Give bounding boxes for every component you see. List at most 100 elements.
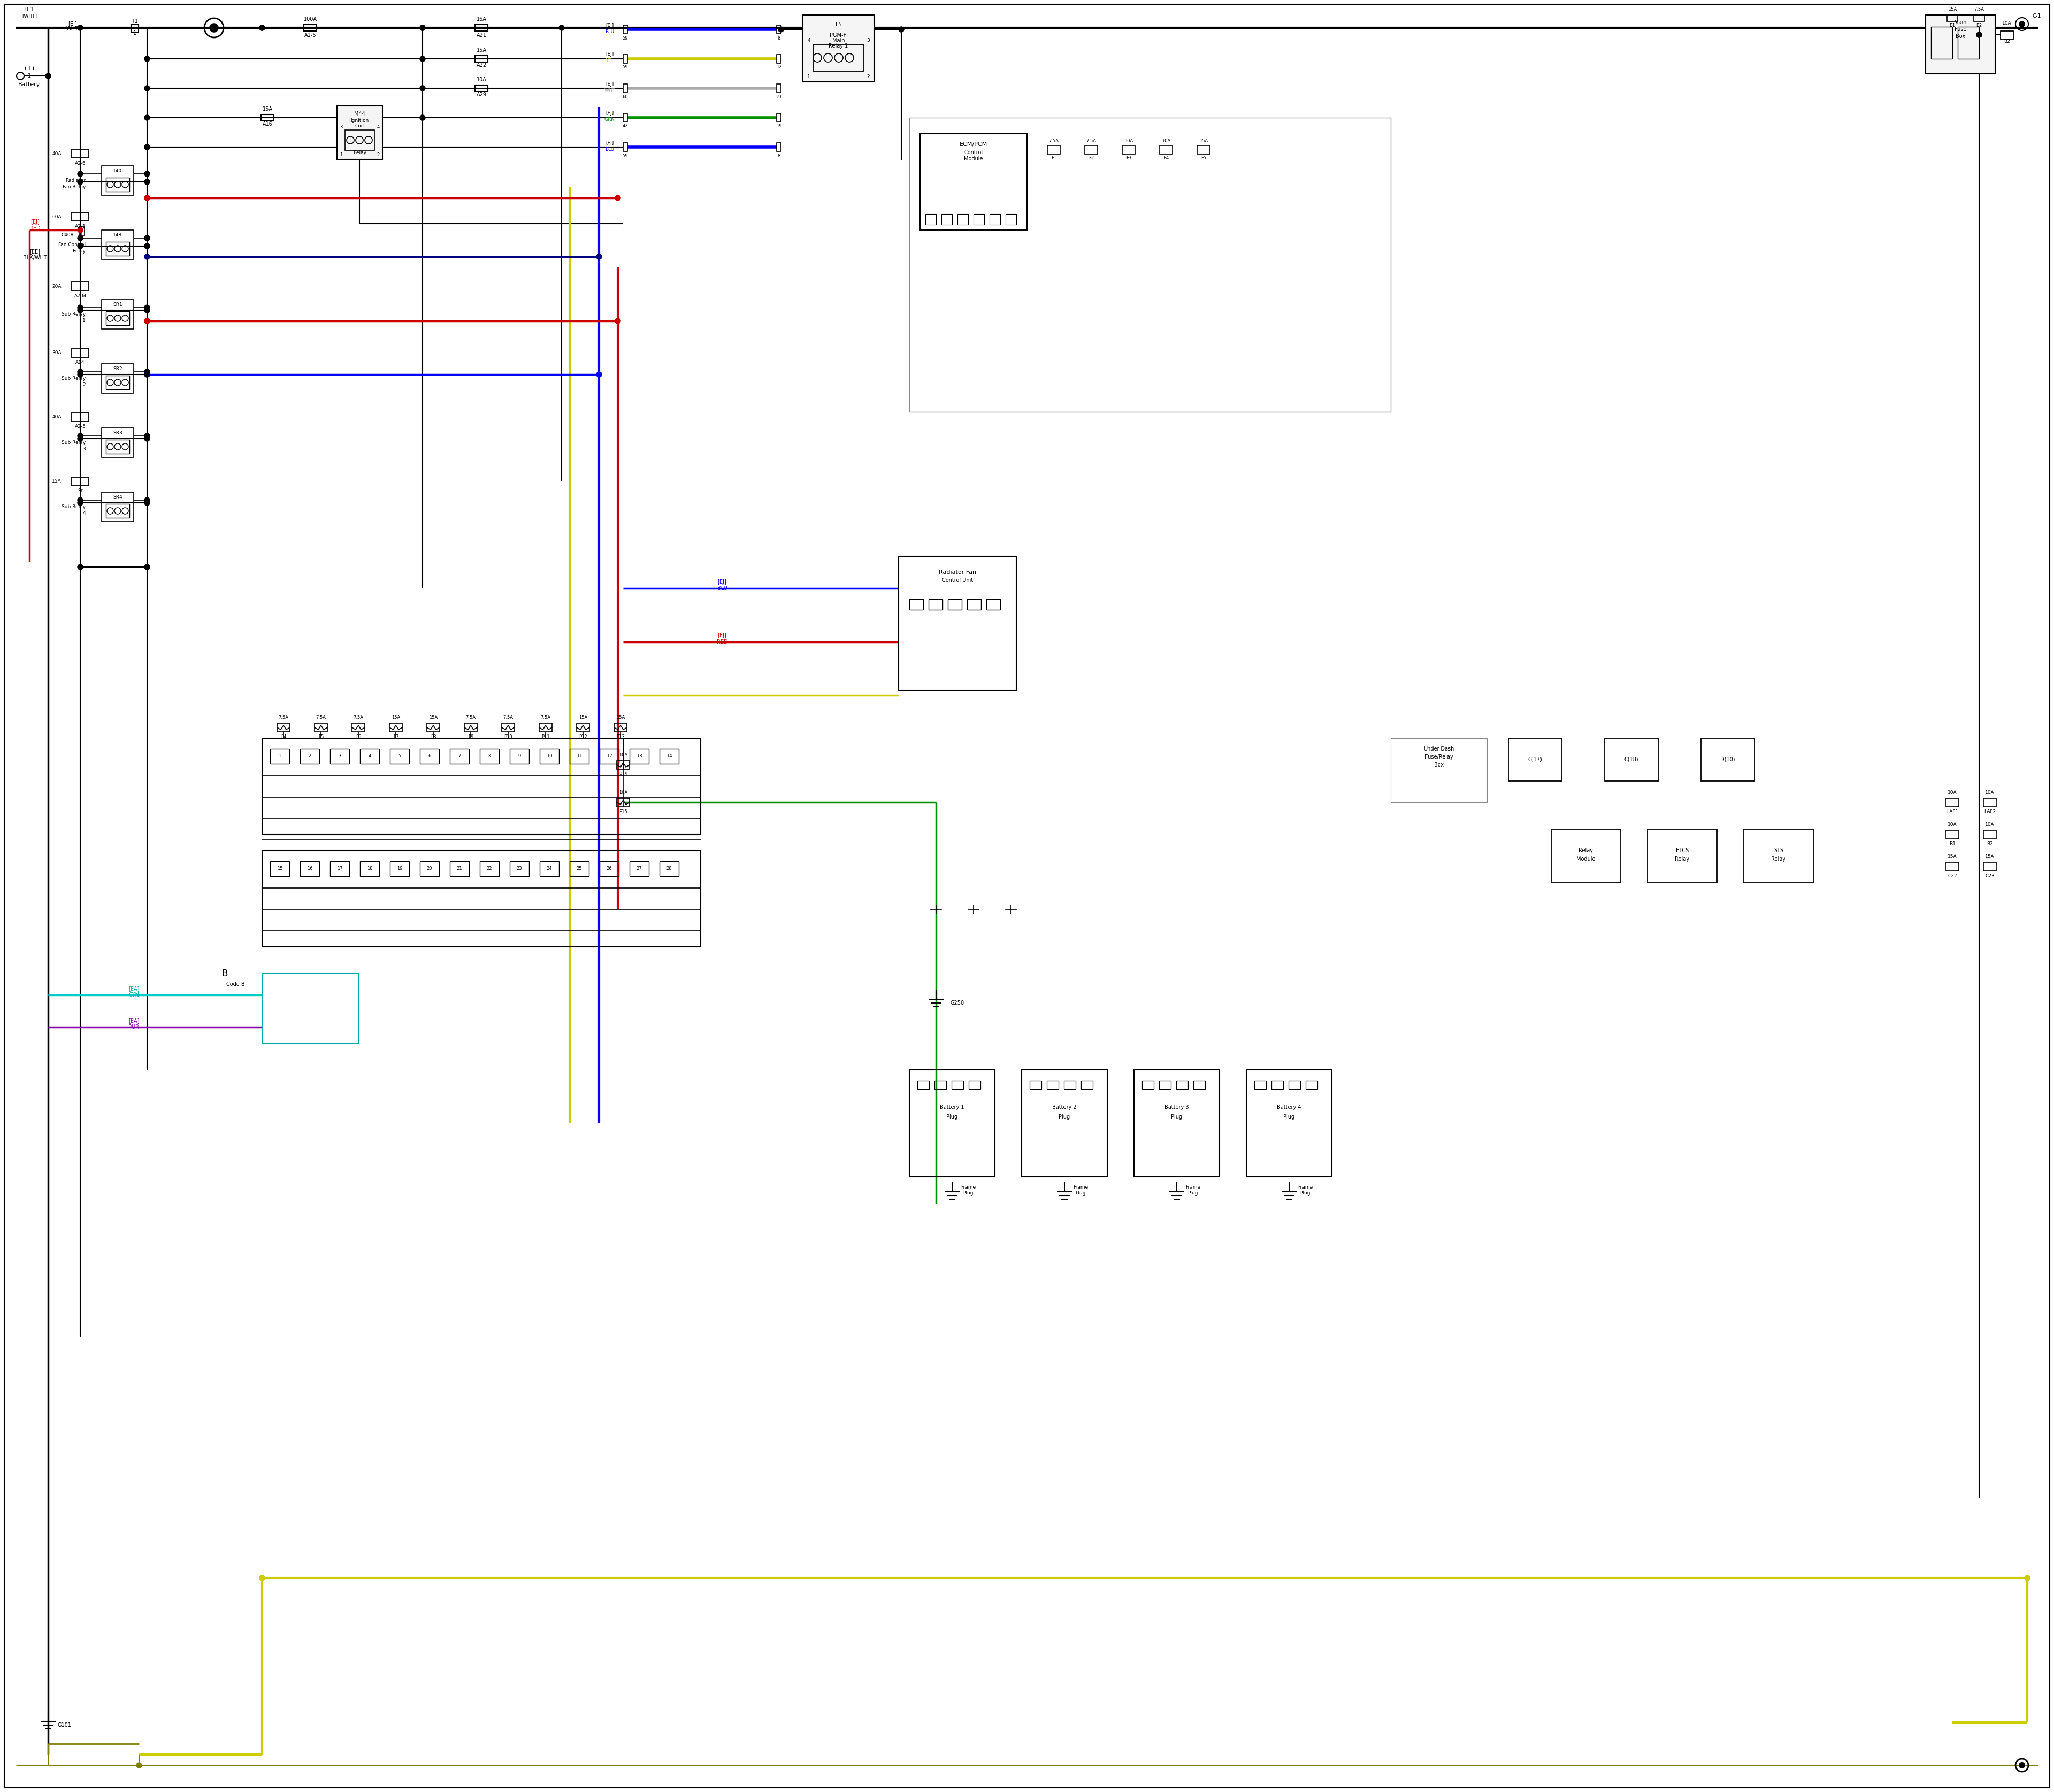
Bar: [501, 724, 516, 731]
Bar: [622, 54, 626, 63]
Text: 7.5A: 7.5A: [279, 715, 288, 720]
Circle shape: [78, 498, 82, 504]
Text: 7.5A: 7.5A: [540, 715, 550, 720]
Text: BLU: BLU: [606, 29, 614, 34]
Bar: [1306, 1081, 1317, 1090]
Text: 10A: 10A: [1947, 790, 1957, 796]
Text: Plug: Plug: [947, 1115, 957, 1120]
Bar: [390, 862, 409, 876]
Text: [EE]: [EE]: [29, 249, 41, 254]
Text: 23: 23: [516, 866, 522, 871]
Text: Battery 4: Battery 4: [1278, 1104, 1302, 1109]
Circle shape: [614, 319, 620, 324]
Bar: [481, 749, 499, 763]
Bar: [1957, 27, 1980, 59]
Text: Frame
Plug: Frame Plug: [961, 1185, 976, 1195]
Text: 7.5A: 7.5A: [1050, 138, 1058, 143]
Bar: [1391, 738, 1487, 803]
Bar: [1984, 862, 1996, 871]
Text: G101: G101: [58, 1722, 72, 1727]
Text: 15A: 15A: [1200, 138, 1208, 143]
Text: G250: G250: [951, 1000, 965, 1005]
Bar: [1945, 830, 1960, 839]
Text: Plug: Plug: [1284, 1115, 1294, 1120]
Bar: [951, 1081, 963, 1090]
Text: 4: 4: [376, 125, 380, 129]
Text: Radiator Fan: Radiator Fan: [939, 570, 976, 575]
Text: 15A: 15A: [1947, 7, 1957, 13]
Text: 2: 2: [867, 73, 869, 79]
Bar: [1197, 145, 1210, 154]
Text: 7.5A: 7.5A: [503, 715, 514, 720]
Text: P13: P13: [616, 735, 624, 740]
Text: 28: 28: [665, 866, 672, 871]
Text: 17: 17: [337, 866, 343, 871]
Bar: [920, 134, 1027, 229]
Text: BLK/WHT: BLK/WHT: [23, 254, 47, 260]
Bar: [631, 749, 649, 763]
Circle shape: [144, 371, 150, 376]
Circle shape: [144, 305, 150, 310]
Circle shape: [144, 235, 150, 240]
Bar: [427, 724, 440, 731]
Text: 13: 13: [637, 754, 643, 758]
Bar: [1945, 797, 1960, 806]
Text: B2: B2: [2005, 39, 2011, 45]
Circle shape: [144, 115, 150, 120]
Circle shape: [144, 435, 150, 441]
Text: F1: F1: [1052, 156, 1056, 161]
Circle shape: [596, 254, 602, 260]
Bar: [107, 376, 129, 389]
Text: 42: 42: [622, 124, 629, 129]
Text: 14: 14: [665, 754, 672, 758]
Bar: [1255, 1081, 1265, 1090]
Text: 60A: 60A: [51, 215, 62, 219]
Bar: [351, 724, 366, 731]
Text: 22: 22: [487, 866, 493, 871]
Bar: [450, 862, 468, 876]
Circle shape: [259, 25, 265, 30]
Bar: [1006, 213, 1017, 224]
Text: Frame
Plug: Frame Plug: [1298, 1185, 1313, 1195]
Text: P10: P10: [503, 735, 511, 740]
Circle shape: [78, 228, 82, 233]
Circle shape: [778, 27, 785, 32]
Bar: [509, 862, 530, 876]
Text: 15A: 15A: [1984, 855, 1994, 860]
Text: [EA]: [EA]: [127, 1018, 140, 1023]
Circle shape: [78, 305, 82, 310]
Bar: [390, 749, 409, 763]
Circle shape: [210, 23, 218, 32]
Bar: [928, 599, 943, 609]
Bar: [1927, 14, 1994, 73]
Circle shape: [144, 195, 150, 201]
Text: Main: Main: [1953, 20, 1966, 25]
Text: Ignition: Ignition: [351, 118, 370, 124]
Bar: [1158, 1081, 1171, 1090]
Bar: [1945, 862, 1960, 871]
Bar: [314, 724, 327, 731]
Text: Control Unit: Control Unit: [943, 577, 974, 582]
Text: Fan Control: Fan Control: [58, 242, 86, 247]
Bar: [616, 797, 631, 806]
Text: 15A: 15A: [616, 715, 624, 720]
Text: Sub Relay: Sub Relay: [62, 312, 86, 317]
Text: [EJ]: [EJ]: [606, 52, 614, 57]
Bar: [569, 749, 589, 763]
Text: A21: A21: [477, 32, 487, 38]
Text: 10A: 10A: [1163, 138, 1171, 143]
Text: Sr: Sr: [78, 489, 82, 493]
Text: 6: 6: [427, 754, 431, 758]
Circle shape: [419, 25, 425, 30]
Bar: [538, 724, 553, 731]
Text: P6: P6: [355, 735, 362, 740]
Text: 8: 8: [776, 36, 781, 41]
Circle shape: [78, 564, 82, 570]
Bar: [107, 439, 129, 453]
Text: P12: P12: [579, 735, 587, 740]
Text: 4: 4: [807, 38, 809, 43]
Circle shape: [144, 56, 150, 61]
Bar: [107, 504, 129, 518]
Text: A2-5: A2-5: [74, 425, 86, 430]
Bar: [1647, 830, 1717, 883]
